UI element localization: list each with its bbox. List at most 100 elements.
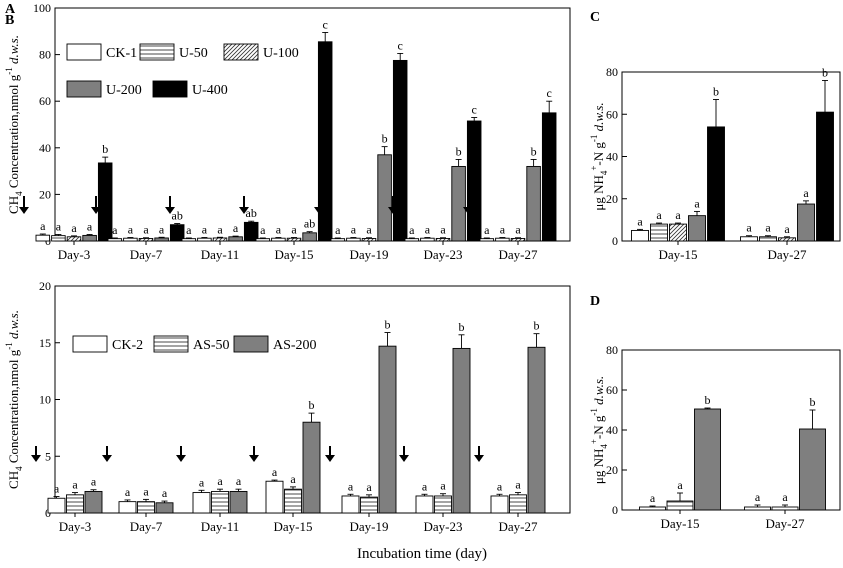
bar: [816, 111, 834, 242]
significance-letter: a: [71, 221, 77, 235]
bar: [35, 234, 51, 242]
significance-letter: a: [782, 490, 788, 504]
significance-letter: a: [233, 221, 239, 235]
significance-letter: a: [637, 214, 643, 228]
y-tick-label: 15: [39, 336, 51, 350]
bar: [799, 428, 826, 511]
x-tick-label: Day-27: [499, 247, 538, 262]
bar: [415, 495, 434, 514]
significance-letter: a: [236, 474, 242, 488]
legend-swatch: [152, 80, 188, 98]
bar: [284, 488, 302, 514]
x-tick-label: Day-7: [130, 247, 163, 262]
bar: [123, 237, 138, 242]
y-tick-label: 20: [39, 187, 51, 201]
legend-swatch: [153, 335, 189, 353]
significance-letter: ab: [304, 217, 315, 231]
bar: [346, 237, 361, 242]
significance-letter: a: [217, 222, 223, 236]
bar: [211, 490, 229, 514]
bar: [51, 235, 66, 242]
bar: [330, 238, 346, 242]
x-tick-label: Day-11: [201, 247, 240, 262]
x-tick-label: Day-19: [350, 247, 389, 262]
y-tick-label: 40: [606, 150, 618, 164]
legend-label: U-400: [192, 83, 228, 98]
bar: [192, 492, 211, 514]
significance-letter: a: [677, 478, 683, 492]
bar: [527, 346, 546, 514]
significance-letter: a: [202, 223, 208, 237]
significance-letter: a: [87, 219, 93, 233]
bar: [541, 112, 557, 242]
legend-label: AS-200: [273, 338, 317, 353]
significance-letter: a: [497, 479, 503, 493]
significance-letter: c: [323, 17, 328, 31]
legend-label: CK-1: [106, 46, 137, 61]
x-tick-label: Day-23: [424, 247, 463, 262]
x-tick-label: Day-15: [659, 247, 698, 262]
panel-letter: D: [590, 294, 600, 309]
bar: [341, 495, 360, 514]
y-tick-label: 40: [39, 141, 51, 155]
significance-letter: a: [276, 223, 282, 237]
significance-letter: a: [694, 196, 700, 210]
bar: [82, 234, 97, 242]
legend-label: CK-2: [112, 338, 143, 353]
bar: [255, 238, 271, 242]
significance-letter: a: [54, 482, 60, 496]
significance-letter: a: [91, 475, 97, 489]
significance-letter: a: [143, 223, 149, 237]
bar: [118, 501, 137, 514]
arrowhead-icon: [91, 207, 101, 214]
bar: [66, 236, 82, 242]
arrowhead-icon: [463, 207, 473, 214]
bar: [265, 480, 284, 514]
significance-letter: a: [803, 186, 809, 200]
panel-letter: C: [590, 10, 600, 25]
significance-letter: a: [746, 221, 752, 235]
significance-letter: a: [351, 223, 357, 237]
significance-letter: a: [217, 474, 223, 488]
x-tick-label: Day-3: [58, 247, 91, 262]
significance-letter: a: [272, 465, 278, 479]
significance-letter: a: [440, 479, 446, 493]
significance-letter: a: [260, 223, 266, 237]
bar: [650, 223, 668, 242]
significance-letter: a: [656, 208, 662, 222]
bar: [778, 237, 796, 242]
significance-letter: a: [422, 479, 428, 493]
y-tick-label: 0: [612, 234, 618, 248]
y-tick-label: 60: [39, 94, 51, 108]
bar: [107, 238, 123, 242]
significance-letter: a: [199, 475, 205, 489]
significance-letter: a: [291, 223, 297, 237]
significance-letter: a: [515, 478, 521, 492]
significance-letter: a: [425, 223, 431, 237]
significance-letter: a: [515, 223, 521, 237]
panel-b: B05101520CH4 Concentration,nmol g-1 d.w.…: [4, 13, 571, 534]
bar: [797, 203, 815, 242]
bar: [694, 408, 721, 511]
significance-letter: a: [650, 491, 656, 505]
significance-letter: a: [159, 222, 165, 236]
bar: [509, 494, 527, 514]
significance-letter: a: [675, 208, 681, 222]
significance-letter: ab: [172, 209, 183, 223]
y-tick-label: 10: [39, 393, 51, 407]
panel-letter: A: [5, 2, 16, 17]
y-tick-label: 100: [33, 1, 51, 15]
significance-letter: a: [186, 223, 192, 237]
significance-letter: a: [366, 223, 372, 237]
bar: [302, 421, 321, 514]
bar: [197, 237, 212, 242]
panel-a: A020406080100CH4 Concentration,nmol g-1 …: [4, 1, 571, 262]
x-tick-label: Day-23: [424, 519, 463, 534]
significance-letter: b: [459, 320, 465, 334]
bar: [451, 165, 466, 242]
y-axis-title: μg NH4+-N g-1 d.w.s.: [589, 102, 609, 210]
bar: [740, 236, 758, 242]
legend: CK-1 U-50 U-100 U-200 U-400: [66, 43, 299, 98]
significance-letter: c: [547, 86, 552, 100]
